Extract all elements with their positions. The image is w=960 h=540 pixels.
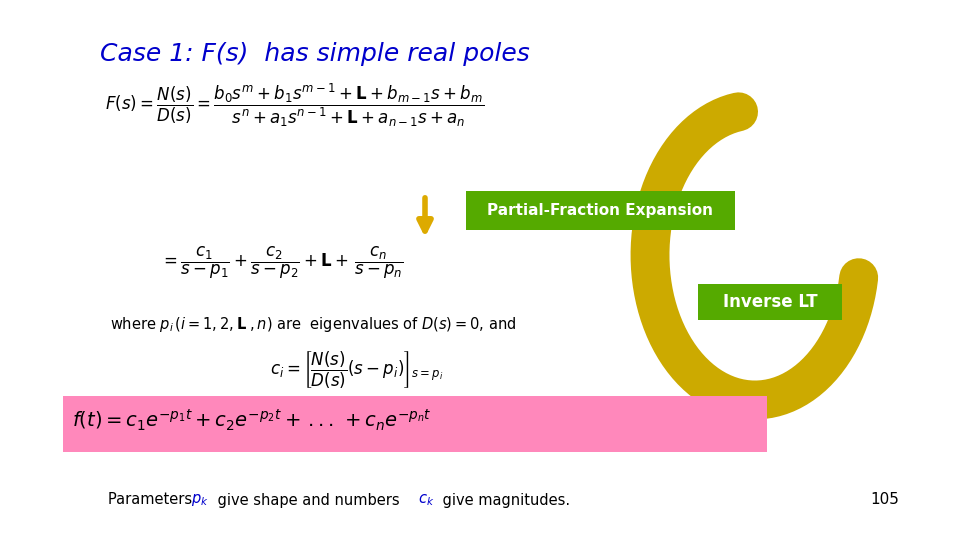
FancyBboxPatch shape (63, 396, 157, 452)
Text: give magnitudes.: give magnitudes. (438, 492, 570, 508)
Text: Case 1: F(s)  has simple real poles: Case 1: F(s) has simple real poles (100, 42, 530, 66)
Text: $F(s) = \dfrac{N(s)}{D(s)} = \dfrac{b_0 s^m + b_1 s^{m-1} +\mathbf{L} + b_{m-1}s: $F(s) = \dfrac{N(s)}{D(s)} = \dfrac{b_0 … (105, 82, 484, 130)
Text: $f(t) = c_1 e^{-p_1 t} + c_2 e^{-p_2 t} + \,...\, + c_n e^{-p_n t}$: $f(t) = c_1 e^{-p_1 t} + c_2 e^{-p_2 t} … (72, 407, 432, 433)
Text: where $p_i\,(i = 1,2,\mathbf{L}\;,n)$ are  eigenvalues of $D(s) = 0$, and: where $p_i\,(i = 1,2,\mathbf{L}\;,n)$ ar… (110, 315, 516, 334)
FancyBboxPatch shape (466, 191, 735, 230)
Polygon shape (636, 99, 872, 414)
Text: 105: 105 (870, 492, 899, 508)
Text: $= \dfrac{c_1}{s - p_1} + \dfrac{c_2}{s - p_2} + \mathbf{L} +\, \dfrac{c_n}{s - : $= \dfrac{c_1}{s - p_1} + \dfrac{c_2}{s … (160, 245, 403, 281)
FancyBboxPatch shape (63, 396, 767, 452)
Text: Partial-Fraction Expansion: Partial-Fraction Expansion (487, 204, 713, 219)
Text: Inverse LT: Inverse LT (723, 293, 817, 311)
Text: $c_k$: $c_k$ (418, 492, 434, 508)
Text: give shape and numbers: give shape and numbers (213, 492, 404, 508)
Text: $c_i = \left[\dfrac{N(s)}{D(s)}(s - p_i)\right]_{s=p_i}$: $c_i = \left[\dfrac{N(s)}{D(s)}(s - p_i)… (270, 350, 444, 391)
FancyBboxPatch shape (698, 284, 842, 320)
Text: Parameters: Parameters (108, 492, 197, 508)
Text: $p_k$: $p_k$ (191, 492, 208, 508)
